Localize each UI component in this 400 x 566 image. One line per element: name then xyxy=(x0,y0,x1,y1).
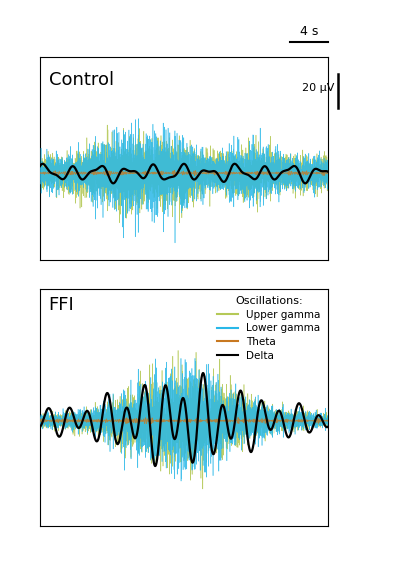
Text: 20 μV: 20 μV xyxy=(302,83,334,93)
Text: 4 s: 4 s xyxy=(300,25,318,38)
Text: Control: Control xyxy=(49,71,114,89)
Legend: Upper gamma, Lower gamma, Theta, Delta: Upper gamma, Lower gamma, Theta, Delta xyxy=(213,292,325,365)
Text: FFI: FFI xyxy=(49,296,74,314)
